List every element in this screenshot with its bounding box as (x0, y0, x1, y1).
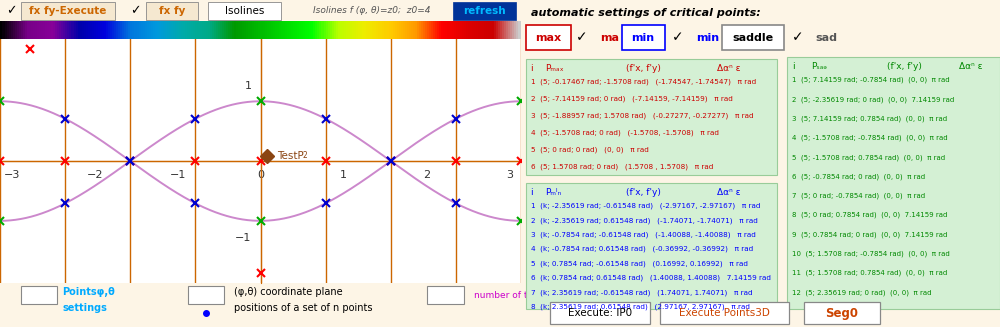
Text: refresh: refresh (463, 6, 506, 16)
FancyBboxPatch shape (21, 2, 115, 20)
FancyBboxPatch shape (660, 302, 789, 324)
Text: ✓: ✓ (6, 4, 17, 17)
FancyBboxPatch shape (550, 302, 650, 324)
Text: 11  (5; 1.5708 rad; 0.7854 rad)  (0, 0)  π rad: 11 (5; 1.5708 rad; 0.7854 rad) (0, 0) π … (792, 270, 947, 276)
Text: i: i (531, 64, 533, 73)
Text: 4  (k; -0.7854 rad; 0.61548 rad)   (-0.36992, -0.36992)   π rad: 4 (k; -0.7854 rad; 0.61548 rad) (-0.3699… (531, 246, 753, 252)
Text: fx fy: fx fy (159, 6, 185, 16)
Text: 8  (5; 0 rad; 0.7854 rad)  (0, 0)  7.14159 rad: 8 (5; 0 rad; 0.7854 rad) (0, 0) 7.14159 … (792, 212, 947, 218)
Text: settings: settings (63, 303, 107, 313)
FancyBboxPatch shape (622, 25, 665, 50)
FancyBboxPatch shape (427, 286, 464, 304)
FancyBboxPatch shape (453, 2, 516, 20)
Text: (φ,θ) coordinate plane: (φ,θ) coordinate plane (234, 287, 343, 297)
FancyBboxPatch shape (208, 2, 281, 20)
Text: ✓: ✓ (130, 4, 141, 17)
Text: 2  (5; -7.14159 rad; 0 rad)   (-7.14159, -7.14159)   π rad: 2 (5; -7.14159 rad; 0 rad) (-7.14159, -7… (531, 95, 732, 102)
Text: (f'x, f'y): (f'x, f'y) (626, 188, 661, 197)
Text: 7  (k; 2.35619 rad; -0.61548 rad)   (1.74071, 1.74071)   π rad: 7 (k; 2.35619 rad; -0.61548 rad) (1.7407… (531, 289, 752, 296)
Text: positions of a set of n points: positions of a set of n points (234, 303, 373, 313)
Text: 6  (5; -0.7854 rad; 0 rad)  (0, 0)  π rad: 6 (5; -0.7854 rad; 0 rad) (0, 0) π rad (792, 173, 925, 180)
Text: 1  (5; -0.17467 rad; -1.5708 rad)   (-1.74547, -1.74547)   π rad: 1 (5; -0.17467 rad; -1.5708 rad) (-1.745… (531, 78, 756, 85)
Text: 4  (5; -1.5708 rad; -0.7854 rad)  (0, 0)  π rad: 4 (5; -1.5708 rad; -0.7854 rad) (0, 0) π… (792, 135, 947, 141)
Text: 1  (5; 7.14159 rad; -0.7854 rad)  (0, 0)  π rad: 1 (5; 7.14159 rad; -0.7854 rad) (0, 0) π… (792, 77, 949, 83)
FancyBboxPatch shape (21, 286, 57, 304)
FancyBboxPatch shape (146, 2, 198, 20)
Text: Pₛₐₔ: Pₛₐₔ (811, 62, 827, 71)
FancyBboxPatch shape (526, 59, 777, 175)
Text: (f'x, f'y): (f'x, f'y) (626, 64, 661, 73)
FancyBboxPatch shape (804, 302, 880, 324)
Text: 6  (5; 1.5708 rad; 0 rad)   (1.5708 , 1.5708)   π rad: 6 (5; 1.5708 rad; 0 rad) (1.5708 , 1.570… (531, 164, 713, 170)
Text: i: i (792, 62, 794, 71)
Text: 4  (5; -1.5708 rad; 0 rad)   (-1.5708, -1.5708)   π rad: 4 (5; -1.5708 rad; 0 rad) (-1.5708, -1.5… (531, 129, 719, 136)
FancyBboxPatch shape (526, 183, 777, 309)
Text: Δαⁿ ε: Δαⁿ ε (959, 62, 983, 71)
Text: Pₘₐₓ: Pₘₐₓ (545, 64, 564, 73)
Text: 9  (5; 0.7854 rad; 0 rad)  (0, 0)  7.14159 rad: 9 (5; 0.7854 rad; 0 rad) (0, 0) 7.14159 … (792, 231, 947, 238)
Text: Seg0: Seg0 (825, 307, 858, 319)
FancyBboxPatch shape (722, 25, 784, 50)
Text: max: max (535, 33, 561, 43)
Text: number of test points:: number of test points: (474, 291, 575, 300)
Text: 3  (5; 7.14159 rad; 0.7854 rad)  (0, 0)  π rad: 3 (5; 7.14159 rad; 0.7854 rad) (0, 0) π … (792, 115, 947, 122)
Text: Isolines f (φ, θ)=z0;  z0=4: Isolines f (φ, θ)=z0; z0=4 (313, 6, 430, 15)
Text: 5  (k; 0.7854 rad; -0.61548 rad)   (0.16992, 0.16992)   π rad: 5 (k; 0.7854 rad; -0.61548 rad) (0.16992… (531, 260, 748, 267)
Text: 1  (k; -2.35619 rad; -0.61548 rad)   (-2.97167, -2.97167)   π rad: 1 (k; -2.35619 rad; -0.61548 rad) (-2.97… (531, 203, 760, 209)
Text: ✓: ✓ (576, 31, 588, 44)
Text: 12  (5; 2.35619 rad; 0 rad)  (0, 0)  π rad: 12 (5; 2.35619 rad; 0 rad) (0, 0) π rad (792, 289, 931, 296)
Text: Isolines: Isolines (225, 6, 265, 16)
Text: Δαⁿ ε: Δαⁿ ε (717, 188, 741, 197)
Text: 2: 2 (303, 151, 308, 160)
Text: 7  (5; 0 rad; -0.7854 rad)  (0, 0)  π rad: 7 (5; 0 rad; -0.7854 rad) (0, 0) π rad (792, 193, 925, 199)
Text: automatic settings of critical points:: automatic settings of critical points: (531, 8, 760, 18)
Text: i: i (531, 188, 533, 197)
Text: Pₘᴵₙ: Pₘᴵₙ (545, 188, 561, 197)
Text: 6  (k; 0.7854 rad; 0.61548 rad)   (1.40088, 1.40088)   7.14159 rad: 6 (k; 0.7854 rad; 0.61548 rad) (1.40088,… (531, 275, 771, 281)
Text: 3  (k; -0.7854 rad; -0.61548 rad)   (-1.40088, -1.40088)   π rad: 3 (k; -0.7854 rad; -0.61548 rad) (-1.400… (531, 232, 755, 238)
Text: ✓: ✓ (672, 31, 684, 44)
Text: Δαⁿ ε: Δαⁿ ε (717, 64, 741, 73)
Text: 5  (5; 0 rad; 0 rad)   (0, 0)   π rad: 5 (5; 0 rad; 0 rad) (0, 0) π rad (531, 146, 648, 153)
Text: 8  (k; 2.35619 rad; 0.61548 rad)   (2.97167, 2.97167)   π rad: 8 (k; 2.35619 rad; 0.61548 rad) (2.97167… (531, 303, 750, 310)
FancyBboxPatch shape (188, 286, 224, 304)
Text: sad: sad (816, 33, 838, 43)
Text: Execute: IP0: Execute: IP0 (568, 308, 632, 318)
Text: 3  (5; -1.88957 rad; 1.5708 rad)   (-0.27277, -0.27277)   π rad: 3 (5; -1.88957 rad; 1.5708 rad) (-0.2727… (531, 112, 753, 119)
Text: 2  (5; -2.35619 rad; 0 rad)  (0, 0)  7.14159 rad: 2 (5; -2.35619 rad; 0 rad) (0, 0) 7.1415… (792, 96, 954, 103)
Text: min: min (696, 33, 719, 43)
Text: saddle: saddle (733, 33, 774, 43)
Text: fx fy-Execute: fx fy-Execute (29, 6, 106, 16)
Text: 10  (5; 1.5708 rad; -0.7854 rad)  (0, 0)  π rad: 10 (5; 1.5708 rad; -0.7854 rad) (0, 0) π… (792, 250, 949, 257)
Text: min: min (632, 33, 655, 43)
Text: 2  (k; -2.35619 rad; 0.61548 rad)   (-1.74071, -1.74071)   π rad: 2 (k; -2.35619 rad; 0.61548 rad) (-1.740… (531, 217, 757, 224)
FancyBboxPatch shape (787, 57, 1000, 309)
Text: ma: ma (600, 33, 619, 43)
Text: Pointsφ,θ: Pointsφ,θ (63, 287, 115, 297)
Text: ✓: ✓ (792, 31, 803, 44)
Text: TestP: TestP (277, 151, 304, 161)
Text: 5  (5; -1.5708 rad; 0.7854 rad)  (0, 0)  π rad: 5 (5; -1.5708 rad; 0.7854 rad) (0, 0) π … (792, 154, 945, 161)
Text: (f'x, f'y): (f'x, f'y) (887, 62, 922, 71)
Text: Execute Points3D: Execute Points3D (679, 308, 770, 318)
FancyBboxPatch shape (526, 25, 571, 50)
